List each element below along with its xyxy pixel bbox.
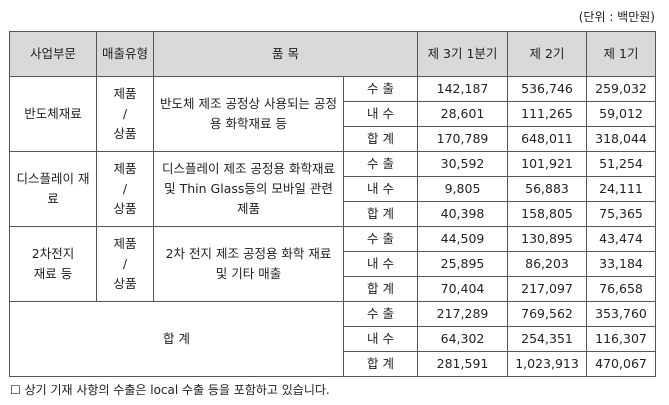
header-period-prev2: 제 1기: [586, 31, 657, 77]
value-period-prev: 158,805: [507, 201, 588, 227]
table-row: 디스플레이 재료 제품 / 상품 디스플레이 제조 공정용 화학재료 및 Thin …: [9, 151, 657, 227]
header-segment: 사업부문: [9, 31, 97, 77]
item-description-cell: 반도체 제조 공정상 사용되는 공정용 화학재료 등: [153, 76, 344, 152]
table-row: 합 계 70,404 217,097 76,658: [10, 276, 657, 302]
header-sales-type: 매출유형: [96, 31, 154, 77]
value-period-current: 40,398: [417, 201, 509, 227]
row-label-cell: 수 출: [342, 226, 419, 252]
value-period-prev: 648,011: [507, 126, 588, 152]
value-period-prev2: 33,184: [586, 251, 657, 277]
table-row: 2차전지 재료 등 제품 / 상품 2차 전지 제조 공정용 화학 재료 및 기타 …: [9, 226, 657, 302]
sales-type-cell: 제품 / 상품: [96, 76, 154, 152]
row-label-cell: 내 수: [342, 101, 419, 127]
value-period-prev2: 259,032: [586, 76, 657, 102]
value-period-current: 170,789: [417, 126, 509, 152]
value-period-prev: 111,265: [507, 101, 588, 127]
row-label-cell: 합 계: [342, 201, 419, 227]
value-period-prev: 101,921: [507, 151, 588, 177]
value-period-prev2: 51,254: [586, 151, 657, 177]
item-description-cell: 디스플레이 제조 공정용 화학재료 및 Thin Glass등의 모바일 관련 …: [153, 151, 344, 227]
unit-label: (단위 : 백만원): [578, 10, 655, 24]
total-row: 합 계 281,591 1,023,913 470,067: [10, 351, 657, 377]
row-label-cell: 합 계: [342, 126, 419, 152]
table-row: 내 수 25,895 86,203 33,184: [10, 251, 657, 277]
value-period-current: 44,509: [417, 226, 509, 252]
value-period-prev2: 75,365: [586, 201, 657, 227]
row-label-cell: 내 수: [342, 326, 419, 352]
segment-cell: 2차전지 재료 등: [9, 226, 97, 302]
sales-type-cell: 제품 / 상품: [96, 226, 154, 302]
total-label-cell: 합 계: [9, 301, 344, 377]
segment-cell: 디스플레이 재료: [9, 151, 97, 227]
row-label-cell: 수 출: [342, 151, 419, 177]
total-row: 내 수 64,302 254,351 116,307: [10, 326, 657, 352]
value-period-current: 64,302: [417, 326, 509, 352]
header-period-current: 제 3기 1분기: [417, 31, 509, 77]
value-period-prev2: 43,474: [586, 226, 657, 252]
footnote: ☐ 상기 기재 사항의 수출은 local 수출 등을 포함하고 있습니다.: [10, 383, 330, 397]
value-period-prev2: 116,307: [586, 326, 657, 352]
segment-cell: 반도체재료: [9, 76, 97, 152]
table-row: 내 수 28,601 111,265 59,012: [10, 101, 657, 127]
value-period-prev2: 353,760: [586, 301, 657, 327]
value-period-current: 28,601: [417, 101, 509, 127]
header-row: 사업부문 매출유형 품 목 제 3기 1분기 제 2기 제 1기: [9, 31, 657, 77]
row-label-cell: 수 출: [342, 301, 419, 327]
value-period-prev: 56,883: [507, 176, 588, 202]
row-label-cell: 내 수: [342, 176, 419, 202]
table-row: 합 계 40,398 158,805 75,365: [10, 201, 657, 227]
value-period-prev2: 76,658: [586, 276, 657, 302]
value-period-prev: 1,023,913: [507, 351, 588, 377]
row-label-cell: 합 계: [342, 276, 419, 302]
row-label-cell: 내 수: [342, 251, 419, 277]
value-period-prev2: 318,044: [586, 126, 657, 152]
row-label-cell: 합 계: [342, 351, 419, 377]
value-period-current: 70,404: [417, 276, 509, 302]
header-period-prev: 제 2기: [507, 31, 588, 77]
value-period-prev2: 470,067: [586, 351, 657, 377]
header-item: 품 목: [152, 31, 419, 77]
table-row: 합 계 170,789 648,011 318,044: [10, 126, 657, 152]
row-label-cell: 수 출: [342, 76, 419, 102]
value-period-prev: 86,203: [507, 251, 588, 277]
sales-table: 사업부문 매출유형 품 목 제 3기 1분기 제 2기 제 1기 반도체재료 제품…: [9, 31, 657, 377]
sales-type-cell: 제품 / 상품: [96, 151, 154, 227]
value-period-current: 30,592: [417, 151, 509, 177]
value-period-current: 142,187: [417, 76, 509, 102]
value-period-current: 217,289: [417, 301, 509, 327]
value-period-current: 281,591: [417, 351, 509, 377]
value-period-prev: 769,562: [507, 301, 588, 327]
table-row: 내 수 9,805 56,883 24,111: [10, 176, 657, 202]
value-period-prev: 536,746: [507, 76, 588, 102]
value-period-prev: 217,097: [507, 276, 588, 302]
value-period-prev2: 24,111: [586, 176, 657, 202]
value-period-current: 25,895: [417, 251, 509, 277]
item-description-cell: 2차 전지 제조 공정용 화학 재료 및 기타 매출: [153, 226, 344, 302]
value-period-prev: 254,351: [507, 326, 588, 352]
value-period-prev: 130,895: [507, 226, 588, 252]
value-period-prev2: 59,012: [586, 101, 657, 127]
value-period-current: 9,805: [417, 176, 509, 202]
